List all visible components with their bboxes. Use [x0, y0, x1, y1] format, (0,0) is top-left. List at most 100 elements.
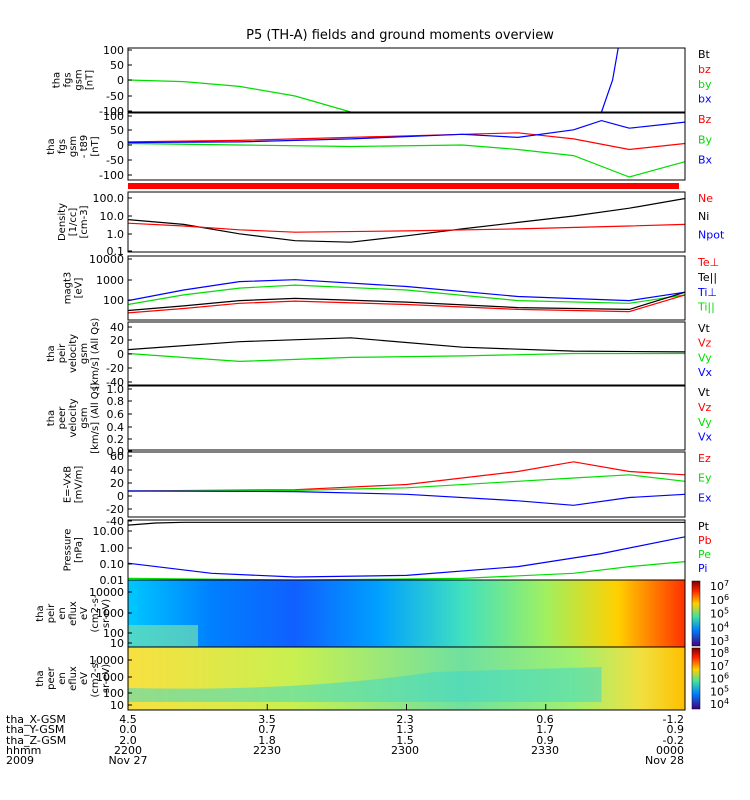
- y-tick-label: 0.0: [107, 445, 125, 458]
- y-axis-label: Density: [57, 203, 68, 241]
- series-line-ti⊥: [127, 279, 686, 302]
- footer-value: 0.7: [258, 723, 276, 737]
- y-axis-label: en: [57, 607, 68, 620]
- y-axis-label: eV: [79, 607, 90, 620]
- panel-5: 1.00.80.60.40.20.0 tha peer velocity gsm [km/…: [46, 382, 713, 458]
- series-line-ni: [127, 197, 686, 243]
- y-axis-label: gsm: [79, 343, 90, 364]
- series-line-ez: [127, 461, 686, 492]
- spectrogram-lowband: [128, 625, 198, 647]
- panel-2: 100.0 10.0 1.0 0.1 Density [1/cc] [cm-3] Ne Ni Np…: [57, 191, 725, 258]
- series-line-ex: [127, 490, 686, 506]
- legend-pt: Pt: [698, 520, 710, 533]
- footer-value: Nov 28: [645, 754, 684, 768]
- footer-value: 3.5: [258, 713, 276, 726]
- y-tick-label: 0: [117, 348, 124, 361]
- footer-row-label: tha_Y-GSM: [6, 723, 65, 737]
- y-tick-label: 0: [117, 139, 124, 152]
- footer-value: 1.8: [258, 733, 276, 747]
- y-tick-label: -40: [106, 515, 124, 528]
- y-axis-label: peir: [46, 603, 57, 623]
- y-tick-label: 40: [110, 321, 124, 334]
- spectrogram-8: [128, 580, 685, 647]
- y-axis-label: tha: [35, 670, 46, 686]
- y-axis-label: [mV/m]: [74, 466, 85, 504]
- y-tick-label: 1.0: [107, 383, 125, 396]
- series-line-bx: [127, 119, 686, 144]
- y-tick-label: -20: [106, 503, 124, 516]
- y-tick-label: 0.1: [107, 245, 125, 258]
- legend-pe: Pe: [698, 548, 711, 561]
- series-line-bx: [600, 47, 619, 113]
- panel-frame: [127, 112, 686, 181]
- y-tick-label: 1.00: [100, 542, 125, 555]
- series-line-te||: [127, 291, 686, 312]
- series-line-ey: [127, 474, 686, 492]
- legend-te⊥: Te⊥: [697, 256, 719, 269]
- y-tick-label: 50: [110, 59, 124, 72]
- y-tick-label: 40: [110, 464, 124, 477]
- y-tick-label: -100: [99, 169, 124, 182]
- series-line-by: [127, 142, 686, 178]
- footer-row-label: 2009: [6, 754, 34, 768]
- legend-by: by: [698, 78, 712, 91]
- y-axis-label: peer: [46, 666, 57, 690]
- y-tick-label: 0.8: [107, 395, 125, 408]
- y-axis-label: magt3: [63, 272, 74, 305]
- series-line-pt: [127, 521, 685, 526]
- y-axis-label: [nPa]: [74, 537, 85, 563]
- y-tick-label: 100: [103, 627, 124, 640]
- series-line-pe: [127, 561, 686, 581]
- y-tick-label: -50: [106, 154, 124, 167]
- legend-ey: Ey: [698, 472, 712, 485]
- series-line-vt: [127, 337, 686, 353]
- y-tick-label: -40: [106, 376, 124, 389]
- series-line-te⊥: [127, 294, 686, 314]
- legend-npot: Npot: [698, 228, 725, 241]
- y-axis-label: eflux: [68, 601, 79, 626]
- footer-value: -0.2: [662, 733, 684, 747]
- y-axis-label: - t89: [79, 135, 90, 158]
- y-tick-label: 10.00: [93, 525, 125, 538]
- panel-0: 100 50 0 -50 -100 tha fgs gsm [nT] Bt bz by bx: [52, 44, 712, 118]
- y-axis-label: sr-eV): [101, 599, 112, 628]
- y-tick-label: 20: [110, 334, 124, 347]
- legend-vt: Vt: [698, 322, 711, 335]
- y-tick-label: 0.2: [107, 433, 125, 446]
- y-tick-label: 0: [117, 490, 124, 503]
- footer-row-label: hhmm: [6, 743, 42, 757]
- y-tick-label: 0.4: [107, 421, 125, 434]
- colorbar-label: 104: [710, 697, 729, 712]
- y-axis-label: [nT]: [85, 70, 96, 90]
- legend-pb: Pb: [698, 534, 712, 547]
- legend-te||: Te||: [697, 271, 717, 284]
- panel-frame: [127, 255, 686, 321]
- series-line-ne: [127, 222, 686, 233]
- footer-value: 2.0: [119, 733, 137, 747]
- y-tick-label: 1000: [96, 274, 124, 287]
- legend-vt: Vt: [698, 386, 711, 399]
- y-tick-label: 100: [103, 687, 124, 700]
- panel-frame: [127, 47, 686, 113]
- legend-bz: bz: [698, 63, 711, 76]
- legend-pi: Pi: [698, 562, 707, 575]
- footer-value: -1.2: [662, 713, 684, 726]
- y-axis-label: [km/s] (All Qs): [90, 318, 101, 390]
- chart-title: P5 (TH-A) fields and ground moments over…: [246, 28, 554, 43]
- quality-flag-bar: [128, 183, 679, 189]
- footer-value: 0.0: [119, 723, 137, 737]
- y-tick-label: 100: [103, 44, 124, 57]
- y-tick-label: 10000: [89, 253, 124, 266]
- colorbar-label: 104: [710, 620, 729, 635]
- footer-value: 2.3: [396, 713, 414, 726]
- y-tick-label: 0.01: [100, 574, 125, 587]
- y-tick-label: 0.6: [107, 408, 125, 421]
- y-tick-label: -50: [106, 90, 124, 103]
- y-axis-label: sr-eV): [101, 664, 112, 693]
- y-tick-label: 10000: [89, 654, 124, 667]
- legend-ex: Ex: [698, 491, 712, 504]
- y-tick-label: 1.0: [107, 228, 125, 241]
- colorbar-9: [691, 647, 701, 710]
